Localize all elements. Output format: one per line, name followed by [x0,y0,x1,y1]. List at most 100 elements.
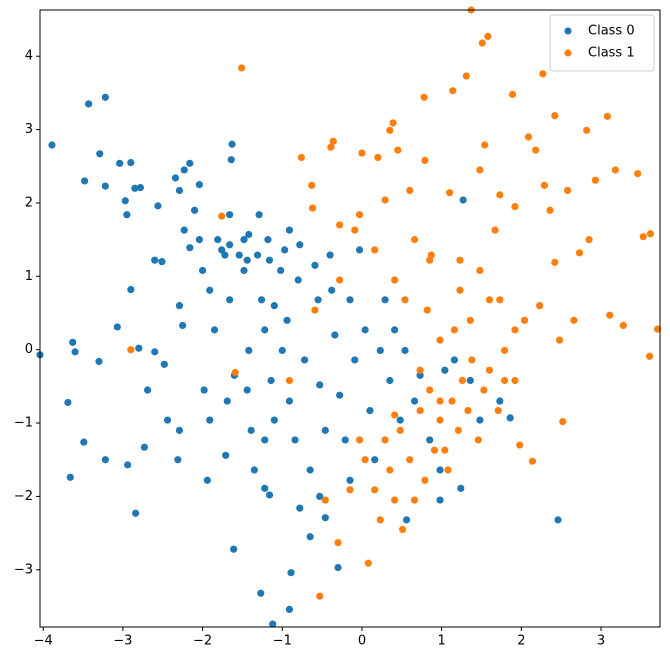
x-tick-label: −2 [193,634,212,649]
point [265,491,274,499]
point [559,417,567,426]
point [446,189,454,197]
point [639,233,647,241]
point [391,411,399,419]
point [210,326,219,334]
point [321,496,329,504]
point [520,316,529,324]
point [257,296,266,304]
point [223,397,231,405]
point [221,251,229,259]
point [127,346,135,354]
x-tick-label: 3 [597,634,605,649]
point [540,181,549,189]
point [536,302,544,310]
point [361,456,369,464]
point [511,376,519,385]
point [484,32,492,41]
point [171,174,180,182]
point [294,276,302,284]
point [508,90,517,98]
point [611,166,619,174]
point [459,196,467,204]
point [381,296,389,304]
point [124,461,132,469]
point [308,181,316,189]
point [132,509,140,517]
point [131,184,139,192]
legend-marker [564,27,572,35]
point [206,416,214,424]
point [306,466,314,474]
point [257,589,265,597]
point [506,414,514,422]
point [326,251,334,259]
point [316,592,324,600]
point [195,181,203,189]
point [456,256,464,264]
point [71,348,79,356]
point [554,516,562,524]
y-tick-label: 2 [25,195,33,210]
point [253,251,262,259]
point [634,170,642,178]
point [311,306,319,314]
point [351,226,359,234]
point [66,473,74,481]
point [336,276,344,284]
point [496,397,504,405]
point [240,266,248,275]
point [163,416,172,424]
point [285,397,294,405]
y-tick-label: −1 [14,416,33,431]
point [334,563,342,572]
point [501,346,509,355]
point [203,476,211,484]
point [410,496,419,504]
point [316,381,324,389]
point [494,406,502,415]
point [426,386,434,394]
point [406,456,414,464]
point [81,177,89,185]
x-tick-label: −3 [113,634,132,649]
point [341,436,349,444]
point [401,346,409,355]
point [346,486,354,494]
y-tick-label: 3 [25,122,33,137]
point [476,166,484,174]
x-tick-label: 1 [438,634,446,649]
point [250,466,258,474]
point [222,451,230,459]
point [80,438,88,446]
point [441,366,449,374]
point [386,126,394,134]
point [314,296,322,304]
point [277,266,285,275]
points-layer [36,6,662,628]
x-tick-label: 0 [358,634,366,649]
point [346,296,354,304]
y-tick-label: −2 [14,489,33,504]
point [441,446,449,454]
point [496,191,504,199]
point [606,311,614,319]
point [334,539,342,547]
point [226,211,234,219]
point [391,276,399,284]
point [127,285,135,294]
point [281,246,289,254]
point [563,186,572,195]
point [539,70,547,78]
point [436,496,444,504]
point [85,100,93,108]
point [575,249,584,257]
point [421,156,429,164]
point [421,476,429,484]
point [426,256,434,264]
point [127,158,135,167]
point [374,153,382,162]
point [456,286,464,294]
point [328,286,336,294]
